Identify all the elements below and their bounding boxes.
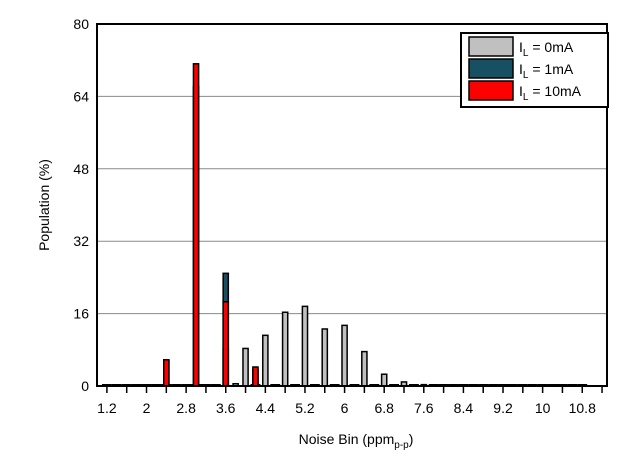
legend-swatch [468,58,514,79]
bar-il-10ma [192,63,200,387]
x-axis-title: Noise Bin (ppmp-p) [299,431,414,451]
histogram-bars [101,63,588,387]
y-tick-label: 48 [73,161,89,177]
x-axis-ticks: 1.2 2 2.8 3.6 4.4 5.2 6 6.8 7.6 8.4 9.2 10 10.8 [97,386,603,416]
legend-label: IL = 10mA [519,83,582,103]
x-tick-label: 9.2 [493,400,513,416]
y-tick-label: 64 [73,88,89,104]
x-tick-label: 10.8 [569,400,596,416]
legend-swatch [468,36,514,57]
y-tick-label: 80 [73,16,89,32]
y-tick-label: 0 [81,378,89,394]
bar-il-0ma [321,328,329,387]
x-tick-label: 3.6 [216,400,236,416]
bar-il-0ma [242,347,249,387]
y-tick-label: 16 [73,306,89,322]
x-tick-label: 4.4 [256,400,276,416]
x-tick-label: 2.8 [176,400,196,416]
legend-label: IL = 0mA [519,39,574,59]
bar-il-10ma [252,366,259,387]
y-axis-title: Population (%) [36,159,52,251]
grid-lines [97,95,607,315]
bar-il-0ma [361,350,368,387]
x-tick-label: 5.2 [295,400,315,416]
plot-frame [96,23,608,387]
legend-label: IL = 1mA [519,61,574,81]
x-tick-label: 10 [535,400,551,416]
x-tick-label: 7.6 [414,400,434,416]
bar-il-0ma [262,334,269,387]
x-tick-label: 1.2 [97,400,117,416]
x-tick-label: 2 [143,400,151,416]
x-tick-label: 6 [341,400,349,416]
legend-swatch [468,80,514,101]
bar-il-10ma [222,301,230,387]
x-axis-title-sub: p-p [394,440,409,451]
bar-il-0ma [380,373,388,387]
bar-il-0ma [341,324,348,387]
x-tick-label: 6.8 [374,400,394,416]
y-axis-ticks: 0 16 32 48 64 80 [73,16,89,394]
y-tick-label: 32 [73,233,89,249]
bar-il-10ma [162,359,170,387]
bar-il-0ma [281,311,289,387]
x-tick-label: 8.4 [454,400,474,416]
x-axis-title-main: Noise Bin (ppm [299,431,395,447]
x-axis-title-close: ) [409,431,414,447]
bar-il-0ma [301,305,309,387]
